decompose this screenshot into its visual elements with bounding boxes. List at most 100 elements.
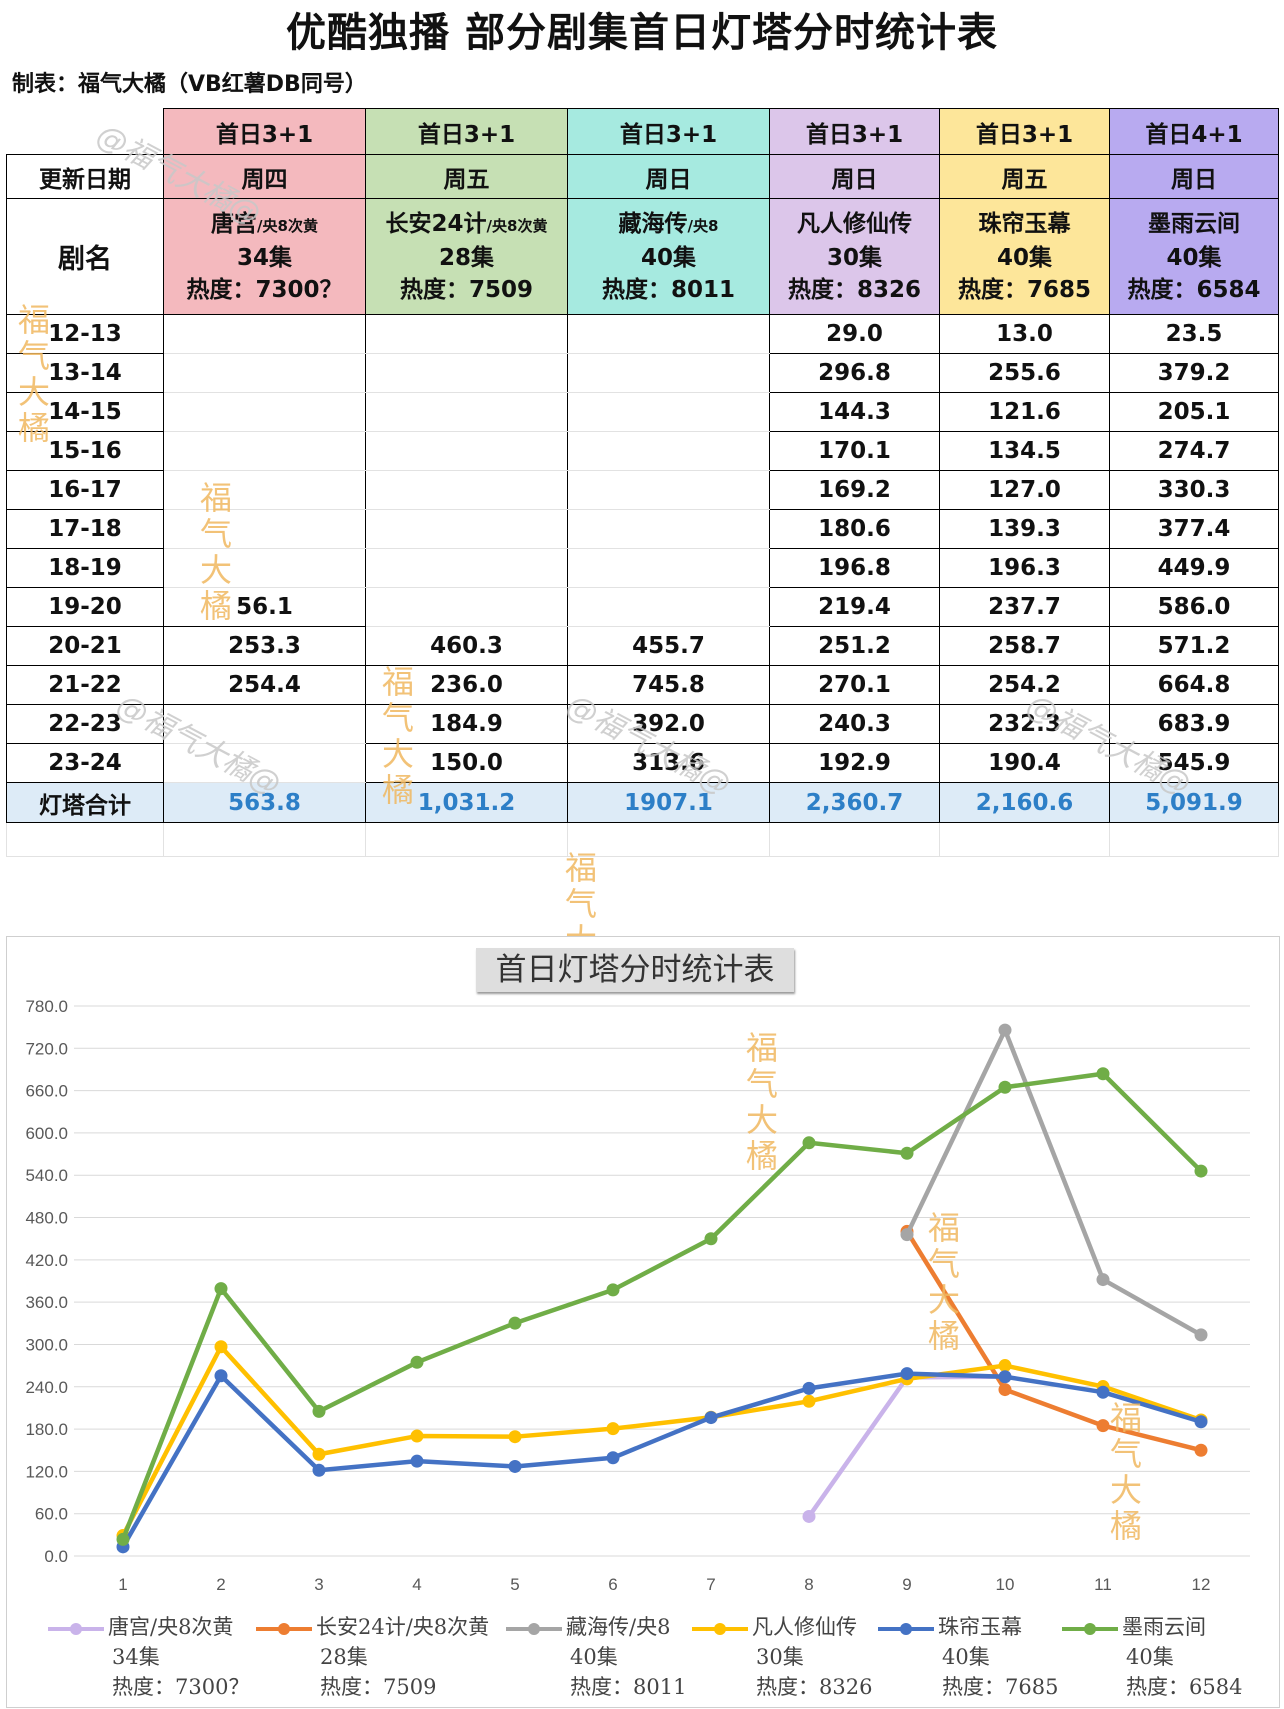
legend-series-name: 藏海传/央8 xyxy=(566,1615,671,1639)
value-cell: 121.6 xyxy=(939,392,1110,432)
watermark-vertical: 福气大橘 xyxy=(1110,1399,1143,1545)
drama-name-suffix: /央8次黄 xyxy=(257,216,318,235)
legend-heat: 热度：8011 xyxy=(570,1675,687,1699)
total-cell: 1907.1 xyxy=(567,782,770,823)
value-cell: 255.6 xyxy=(939,353,1110,393)
legend-item: 凡人修仙传 30集热度：8326 xyxy=(692,1612,872,1702)
legend-swatch xyxy=(1062,1622,1118,1635)
value-cell xyxy=(365,548,568,588)
value-cell: 270.1 xyxy=(769,665,940,705)
value-cell xyxy=(567,587,770,627)
weekday-cell: 周日 xyxy=(1109,154,1279,199)
drama-episodes: 28集 xyxy=(438,244,494,271)
weekday-cell: 周五 xyxy=(365,154,568,199)
drama-episodes: 40集 xyxy=(640,244,696,271)
total-cell: 5,091.9 xyxy=(1109,782,1279,823)
drama-info-cell: 藏海传/央8 40集 热度：8011 xyxy=(567,198,770,315)
legend-episodes: 30集 xyxy=(756,1645,804,1669)
time-slot-label: 22-23 xyxy=(6,704,164,744)
total-cell: 563.8 xyxy=(163,782,366,823)
legend-item: 藏海传/央8 40集热度：8011 xyxy=(506,1612,686,1702)
drama-name-label: 剧名 xyxy=(6,198,164,315)
drama-info-cell: 墨雨云间 40集 热度：6584 xyxy=(1109,198,1279,315)
page-title: 优酷独播 部分剧集首日灯塔分时统计表 xyxy=(286,10,998,56)
value-cell xyxy=(365,431,568,471)
chart-legend: 唐宫/央8次黄 34集 热度：7300？ 长安24计/央8次黄 28集 热度：7509 藏海… xyxy=(40,1612,1270,1706)
value-cell: 190.4 xyxy=(939,743,1110,783)
value-cell xyxy=(163,314,366,354)
legend-heat: 热度：8326 xyxy=(756,1675,873,1699)
value-cell: 274.7 xyxy=(1109,431,1279,471)
value-cell xyxy=(567,314,770,354)
value-cell: 258.7 xyxy=(939,626,1110,666)
time-slot-label: 19-20 xyxy=(6,587,164,627)
legend-series-name: 珠帘玉幕 xyxy=(938,1615,1022,1639)
value-cell xyxy=(365,353,568,393)
value-cell: 205.1 xyxy=(1109,392,1279,432)
drama-name: 唐宫 xyxy=(211,210,258,237)
legend-episodes: 40集 xyxy=(570,1645,618,1669)
value-cell: 254.2 xyxy=(939,665,1110,705)
value-cell: 180.6 xyxy=(769,509,940,549)
time-slot-label: 20-21 xyxy=(6,626,164,666)
value-cell xyxy=(567,392,770,432)
value-cell: 192.9 xyxy=(769,743,940,783)
weekday-cell: 周五 xyxy=(939,154,1110,199)
value-cell: 460.3 xyxy=(365,626,568,666)
value-cell: 449.9 xyxy=(1109,548,1279,588)
empty-cell xyxy=(6,822,164,857)
empty-cell xyxy=(939,822,1110,857)
value-cell: 313.6 xyxy=(567,743,770,783)
chart-area xyxy=(6,936,1280,1708)
value-cell: 144.3 xyxy=(769,392,940,432)
legend-swatch xyxy=(48,1622,104,1635)
value-cell: 392.0 xyxy=(567,704,770,744)
value-cell: 251.2 xyxy=(769,626,940,666)
release-cell: 首日3+1 xyxy=(939,108,1110,155)
value-cell: 253.3 xyxy=(163,626,366,666)
value-cell: 586.0 xyxy=(1109,587,1279,627)
drama-heat: 热度：7300？ xyxy=(186,276,343,303)
value-cell: 127.0 xyxy=(939,470,1110,510)
value-cell xyxy=(567,548,770,588)
time-slot-label: 23-24 xyxy=(6,743,164,783)
value-cell: 219.4 xyxy=(769,587,940,627)
value-cell: 240.3 xyxy=(769,704,940,744)
drama-info-cell: 唐宫/央8次黄 34集热度：7300？ xyxy=(163,198,366,315)
legend-series-name: 凡人修仙传 xyxy=(752,1615,857,1639)
statistics-sheet: 优酷独播 部分剧集首日灯塔分时统计表 制表：福气大橘（VB红薯DB同号） 首日3… xyxy=(6,10,1279,994)
release-cell: 首日3+1 xyxy=(365,108,568,155)
value-cell xyxy=(567,509,770,549)
watermark-vertical: 福气大橘 xyxy=(928,1209,961,1355)
legend-heat: 热度：7300？ xyxy=(112,1675,250,1699)
legend-heat: 热度：7685 xyxy=(942,1675,1059,1699)
drama-name-suffix: /央8次黄 xyxy=(486,216,548,235)
watermark-vertical: 福气大橘 xyxy=(18,301,51,447)
empty-cell xyxy=(365,822,568,857)
drama-name: 珠帘玉幕 xyxy=(978,210,1071,237)
time-slot-label: 18-19 xyxy=(6,548,164,588)
value-cell: 196.8 xyxy=(769,548,940,588)
value-cell: 23.5 xyxy=(1109,314,1279,354)
drama-episodes: 30集 xyxy=(826,244,882,271)
value-cell xyxy=(365,470,568,510)
release-cell: 首日3+1 xyxy=(769,108,940,155)
value-cell: 664.8 xyxy=(1109,665,1279,705)
drama-name: 凡人修仙传 xyxy=(797,210,912,237)
value-cell: 571.2 xyxy=(1109,626,1279,666)
value-cell: 236.0 xyxy=(365,665,568,705)
value-cell: 254.4 xyxy=(163,665,366,705)
weekday-cell: 周四 xyxy=(163,154,366,199)
value-cell: 330.3 xyxy=(1109,470,1279,510)
drama-name: 墨雨云间 xyxy=(1148,210,1240,237)
legend-swatch xyxy=(692,1622,748,1635)
drama-info-cell: 长安24计/央8次黄 28集 热度：7509 xyxy=(365,198,568,315)
chart-title: 首日灯塔分时统计表 xyxy=(476,948,794,992)
empty-cell xyxy=(769,822,940,857)
total-cell: 1,031.2 xyxy=(365,782,568,823)
drama-episodes: 34集 xyxy=(236,244,292,271)
value-cell xyxy=(163,704,366,744)
legend-episodes: 34集 xyxy=(112,1645,160,1669)
legend-series-name: 墨雨云间 xyxy=(1122,1615,1206,1639)
value-cell: 745.8 xyxy=(567,665,770,705)
